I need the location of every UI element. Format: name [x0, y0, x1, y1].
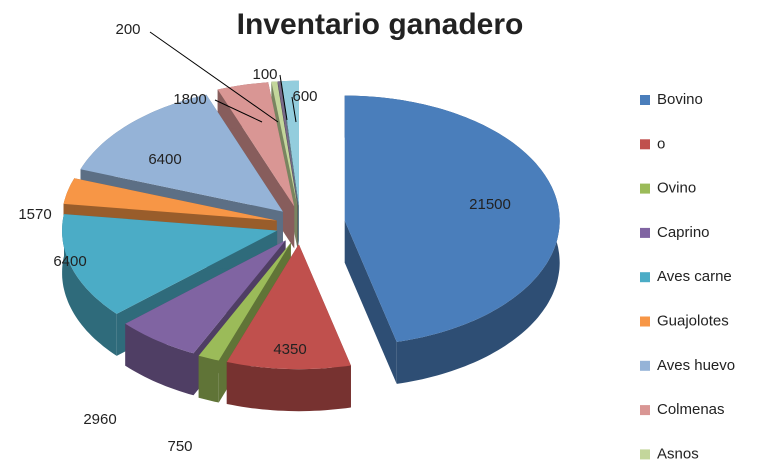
- data-label: 4350: [273, 341, 306, 358]
- legend-label: Colmenas: [657, 401, 725, 418]
- data-label: 2960: [83, 411, 116, 428]
- slice: [63, 178, 277, 221]
- legend-label: Aves carne: [657, 268, 732, 285]
- chart-title: Inventario ganadero: [237, 8, 524, 41]
- data-label: 750: [167, 438, 192, 455]
- slice-side: [62, 214, 117, 356]
- slice-side: [344, 220, 397, 384]
- legend-label: Aves huevo: [657, 357, 735, 374]
- legend-label: Guajolotes: [657, 312, 729, 329]
- legend-label: o: [657, 135, 665, 152]
- slice-side: [198, 242, 291, 398]
- legend-label: Asnos: [657, 445, 699, 462]
- data-label: 100: [252, 66, 277, 83]
- slice: [226, 244, 351, 370]
- slice: [217, 82, 295, 207]
- data-label: 6400: [148, 151, 181, 168]
- legend-swatch: [640, 449, 650, 460]
- data-label: 6400: [53, 253, 86, 270]
- slice: [277, 81, 298, 206]
- legend-label: Bovino: [657, 91, 703, 108]
- slice: [80, 94, 283, 212]
- slice: [125, 240, 286, 354]
- legend-swatch: [640, 139, 650, 150]
- legend-swatch: [640, 272, 650, 283]
- data-label: 1800: [173, 91, 206, 108]
- legend-swatch: [640, 95, 650, 105]
- legend-swatch: [640, 316, 650, 327]
- leader-line: [149, 31, 279, 123]
- slice-side: [226, 362, 351, 412]
- data-label: 21500: [469, 196, 511, 213]
- slice: [62, 214, 278, 314]
- slice-side: [125, 323, 194, 396]
- leader-line: [279, 74, 288, 121]
- data-label: 600: [292, 88, 317, 105]
- legend-swatch: [640, 360, 650, 371]
- leader-line: [214, 99, 263, 123]
- legend-swatch: [640, 183, 650, 194]
- legend-swatch: [640, 405, 650, 416]
- data-label: 200: [115, 21, 140, 38]
- data-label: 1570: [18, 206, 51, 223]
- legend-label: Ovino: [657, 180, 696, 197]
- slice: [271, 81, 298, 206]
- slice-side: [198, 355, 219, 403]
- leader-line: [291, 96, 297, 123]
- legend-swatch: [640, 227, 650, 238]
- slice: [344, 95, 560, 342]
- slice: [198, 242, 291, 361]
- legend-label: Caprino: [657, 224, 710, 241]
